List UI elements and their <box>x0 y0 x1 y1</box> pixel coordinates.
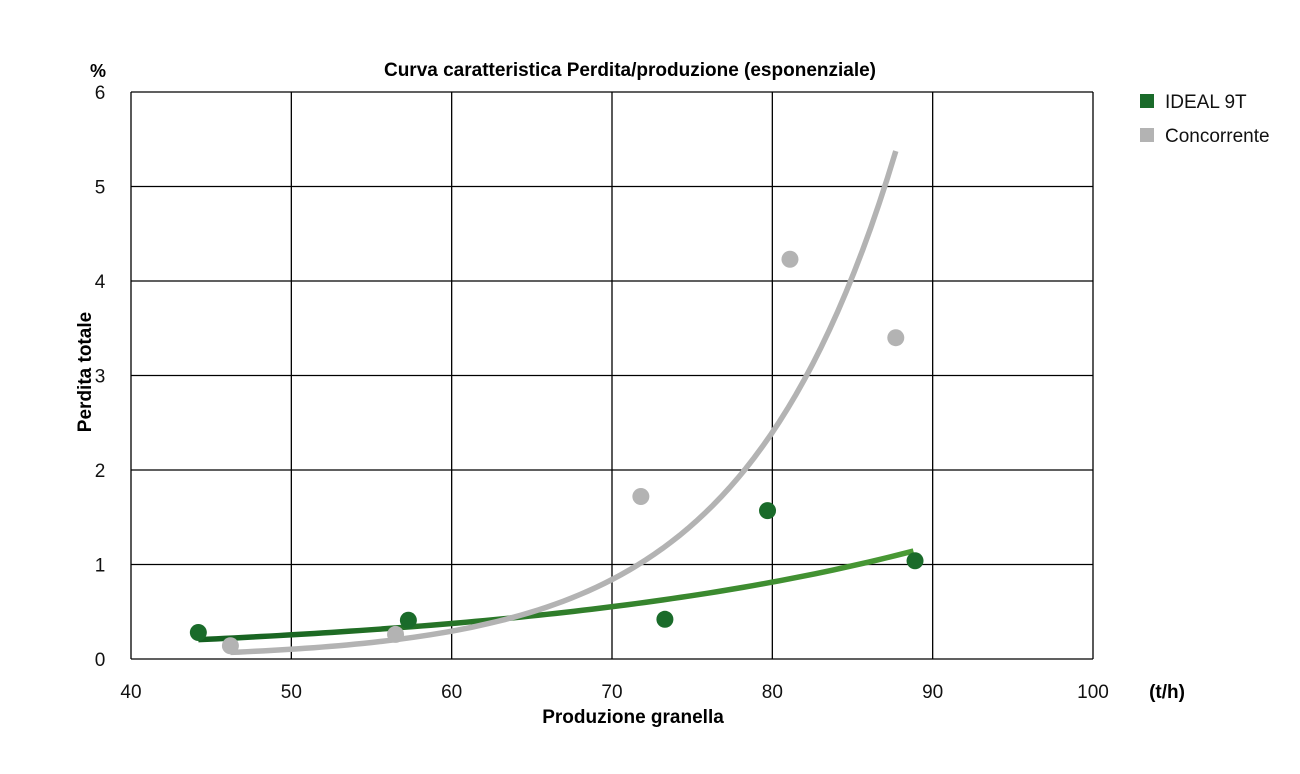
y-tick-label: 6 <box>95 83 106 104</box>
y-tick-label: 0 <box>95 650 106 671</box>
legend-label: Concorrente <box>1165 126 1270 147</box>
legend-swatch <box>1140 128 1154 142</box>
x-tick-labels: 40 50 60 70 80 90 100 <box>120 682 1108 703</box>
x-axis-title: Produzione granella <box>542 707 724 728</box>
x-tick-label: 50 <box>281 682 302 703</box>
data-point-concorrente <box>387 625 405 643</box>
y-tick-label: 2 <box>95 461 106 482</box>
x-tick-label: 40 <box>120 682 141 703</box>
legend-swatch <box>1140 94 1154 108</box>
data-point-ideal-9t <box>656 610 674 628</box>
data-point-concorrente <box>632 487 650 505</box>
grid <box>130 91 1094 660</box>
y-tick-label: 1 <box>95 556 106 577</box>
data-point-ideal-9t <box>906 552 924 570</box>
x-tick-label: 80 <box>762 682 783 703</box>
data-point-ideal-9t <box>399 611 417 629</box>
data-point-concorrente <box>887 329 905 347</box>
legend: IDEAL 9T Concorrente <box>1140 92 1270 147</box>
x-tick-label: 100 <box>1077 682 1109 703</box>
y-tick-label: 5 <box>95 178 106 199</box>
chart-title: Curva caratteristica Perdita/produzione … <box>384 60 876 81</box>
trend-line-ideal-9t <box>198 548 915 643</box>
data-point-ideal-9t <box>189 624 207 642</box>
y-tick-label: 3 <box>95 367 106 388</box>
y-tick-label: 4 <box>95 272 106 293</box>
y-axis-title: Perdita totale <box>75 312 96 432</box>
y-tick-labels: 0 1 2 3 4 5 6 <box>95 83 106 671</box>
data-points <box>189 250 924 655</box>
data-point-concorrente <box>781 250 799 268</box>
y-unit-label: % <box>90 61 106 81</box>
trend-line-concorrente <box>230 150 899 656</box>
x-tick-label: 70 <box>601 682 622 703</box>
x-tick-label: 90 <box>922 682 943 703</box>
trend-lines <box>198 150 915 656</box>
x-unit-label: (t/h) <box>1149 682 1185 703</box>
data-point-ideal-9t <box>759 502 777 520</box>
legend-label: IDEAL 9T <box>1165 92 1247 113</box>
data-point-concorrente <box>221 637 239 655</box>
x-tick-label: 60 <box>441 682 462 703</box>
